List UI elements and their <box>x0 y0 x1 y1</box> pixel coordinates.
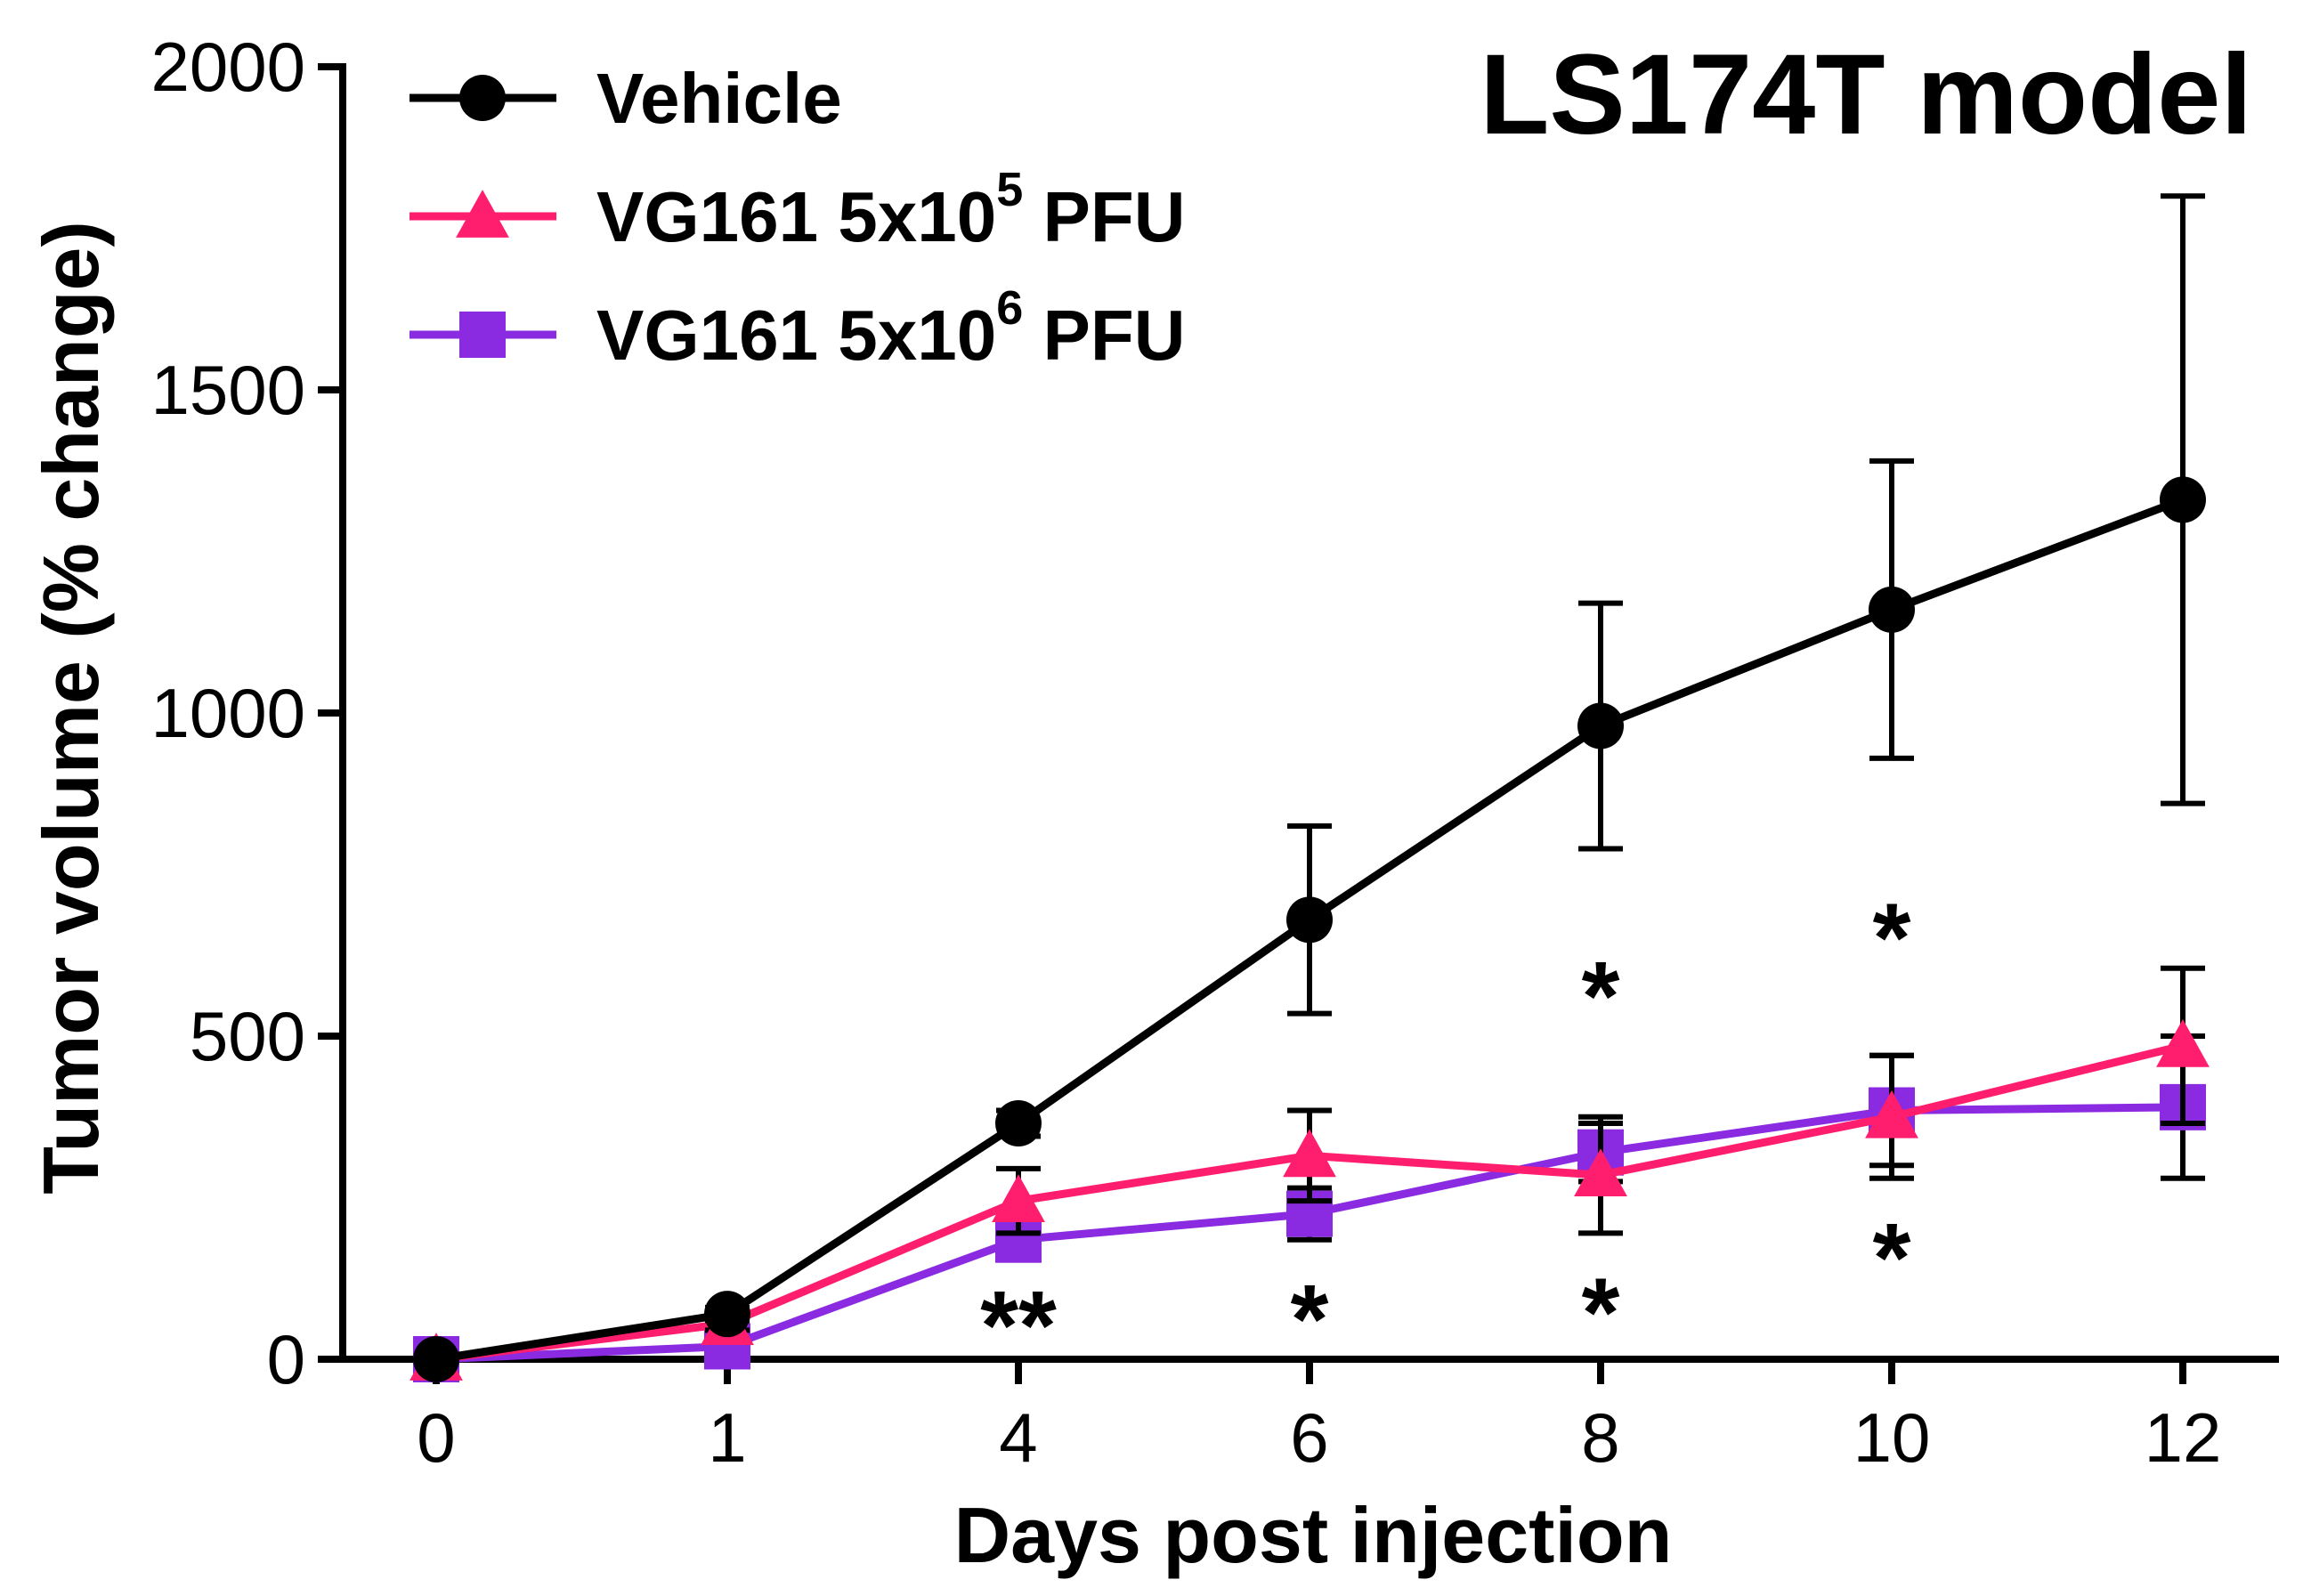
legend-label-main: VG161 5x10 <box>596 177 996 256</box>
y-tick-label: 0 <box>267 1320 305 1398</box>
legend-label: Vehicle <box>596 59 842 138</box>
significance-mark: ** <box>980 1271 1057 1381</box>
legend-item: VG161 5x105 PFU <box>410 163 1186 256</box>
legend-label-exponent: 5 <box>996 163 1023 216</box>
x-tick-label: 12 <box>2145 1398 2222 1477</box>
series-layer <box>410 193 2210 1382</box>
x-tick-label: 8 <box>1581 1398 1619 1477</box>
x-tick-label: 4 <box>999 1398 1037 1477</box>
x-tick-label: 10 <box>1853 1398 1931 1477</box>
legend-label-unit: PFU <box>1023 296 1185 375</box>
significance-mark: * <box>1873 883 1911 992</box>
data-point <box>1286 896 1333 944</box>
legend-marker <box>459 75 506 121</box>
x-tick-label: 6 <box>1290 1398 1328 1477</box>
data-point <box>704 1291 750 1338</box>
significance-mark: * <box>1582 1259 1620 1368</box>
legend-label: VG161 5x105 PFU <box>596 163 1186 256</box>
legend-label-main: Vehicle <box>596 59 842 138</box>
data-point <box>992 1174 1045 1223</box>
significance-mark: * <box>1291 1265 1329 1374</box>
significance-annotations: ** ***** <box>980 883 1910 1381</box>
y-tick-label: 1000 <box>150 674 305 752</box>
legend-label: VG161 5x106 PFU <box>596 281 1186 375</box>
chart-title: LS174T model <box>1480 31 2252 158</box>
axes: 0 500 1000 1500 2000 0 1 4 6 8 10 12 <box>150 28 2279 1477</box>
y-tick-label: 500 <box>190 997 305 1075</box>
x-tick-label: 0 <box>417 1398 455 1477</box>
data-point <box>2160 476 2206 523</box>
legend-marker <box>459 312 506 358</box>
legend-item: VG161 5x106 PFU <box>410 281 1186 375</box>
x-axis-title: Days post injection <box>954 1491 1673 1579</box>
legend-marker <box>456 190 509 238</box>
legend-label-exponent: 6 <box>996 281 1023 335</box>
data-point <box>1869 586 1915 633</box>
legend-label-main: VG161 5x10 <box>596 296 996 375</box>
data-point <box>1865 1090 1918 1138</box>
data-point <box>2156 1018 2210 1067</box>
data-point <box>1283 1129 1336 1178</box>
x-tick-label: 1 <box>708 1398 746 1477</box>
y-tick-label: 1500 <box>150 351 305 429</box>
significance-mark: * <box>1873 1203 1911 1313</box>
legend-item: Vehicle <box>410 59 842 138</box>
significance-mark: * <box>1582 942 1620 1051</box>
data-point <box>995 1100 1042 1147</box>
data-point <box>1577 702 1624 749</box>
series-0 <box>413 193 2206 1382</box>
y-axis-title: Tumor volume (% change) <box>27 221 115 1195</box>
data-point <box>1574 1148 1627 1197</box>
data-point <box>413 1336 459 1382</box>
legend-label-unit: PFU <box>1023 177 1185 256</box>
y-tick-label: 2000 <box>150 28 305 106</box>
